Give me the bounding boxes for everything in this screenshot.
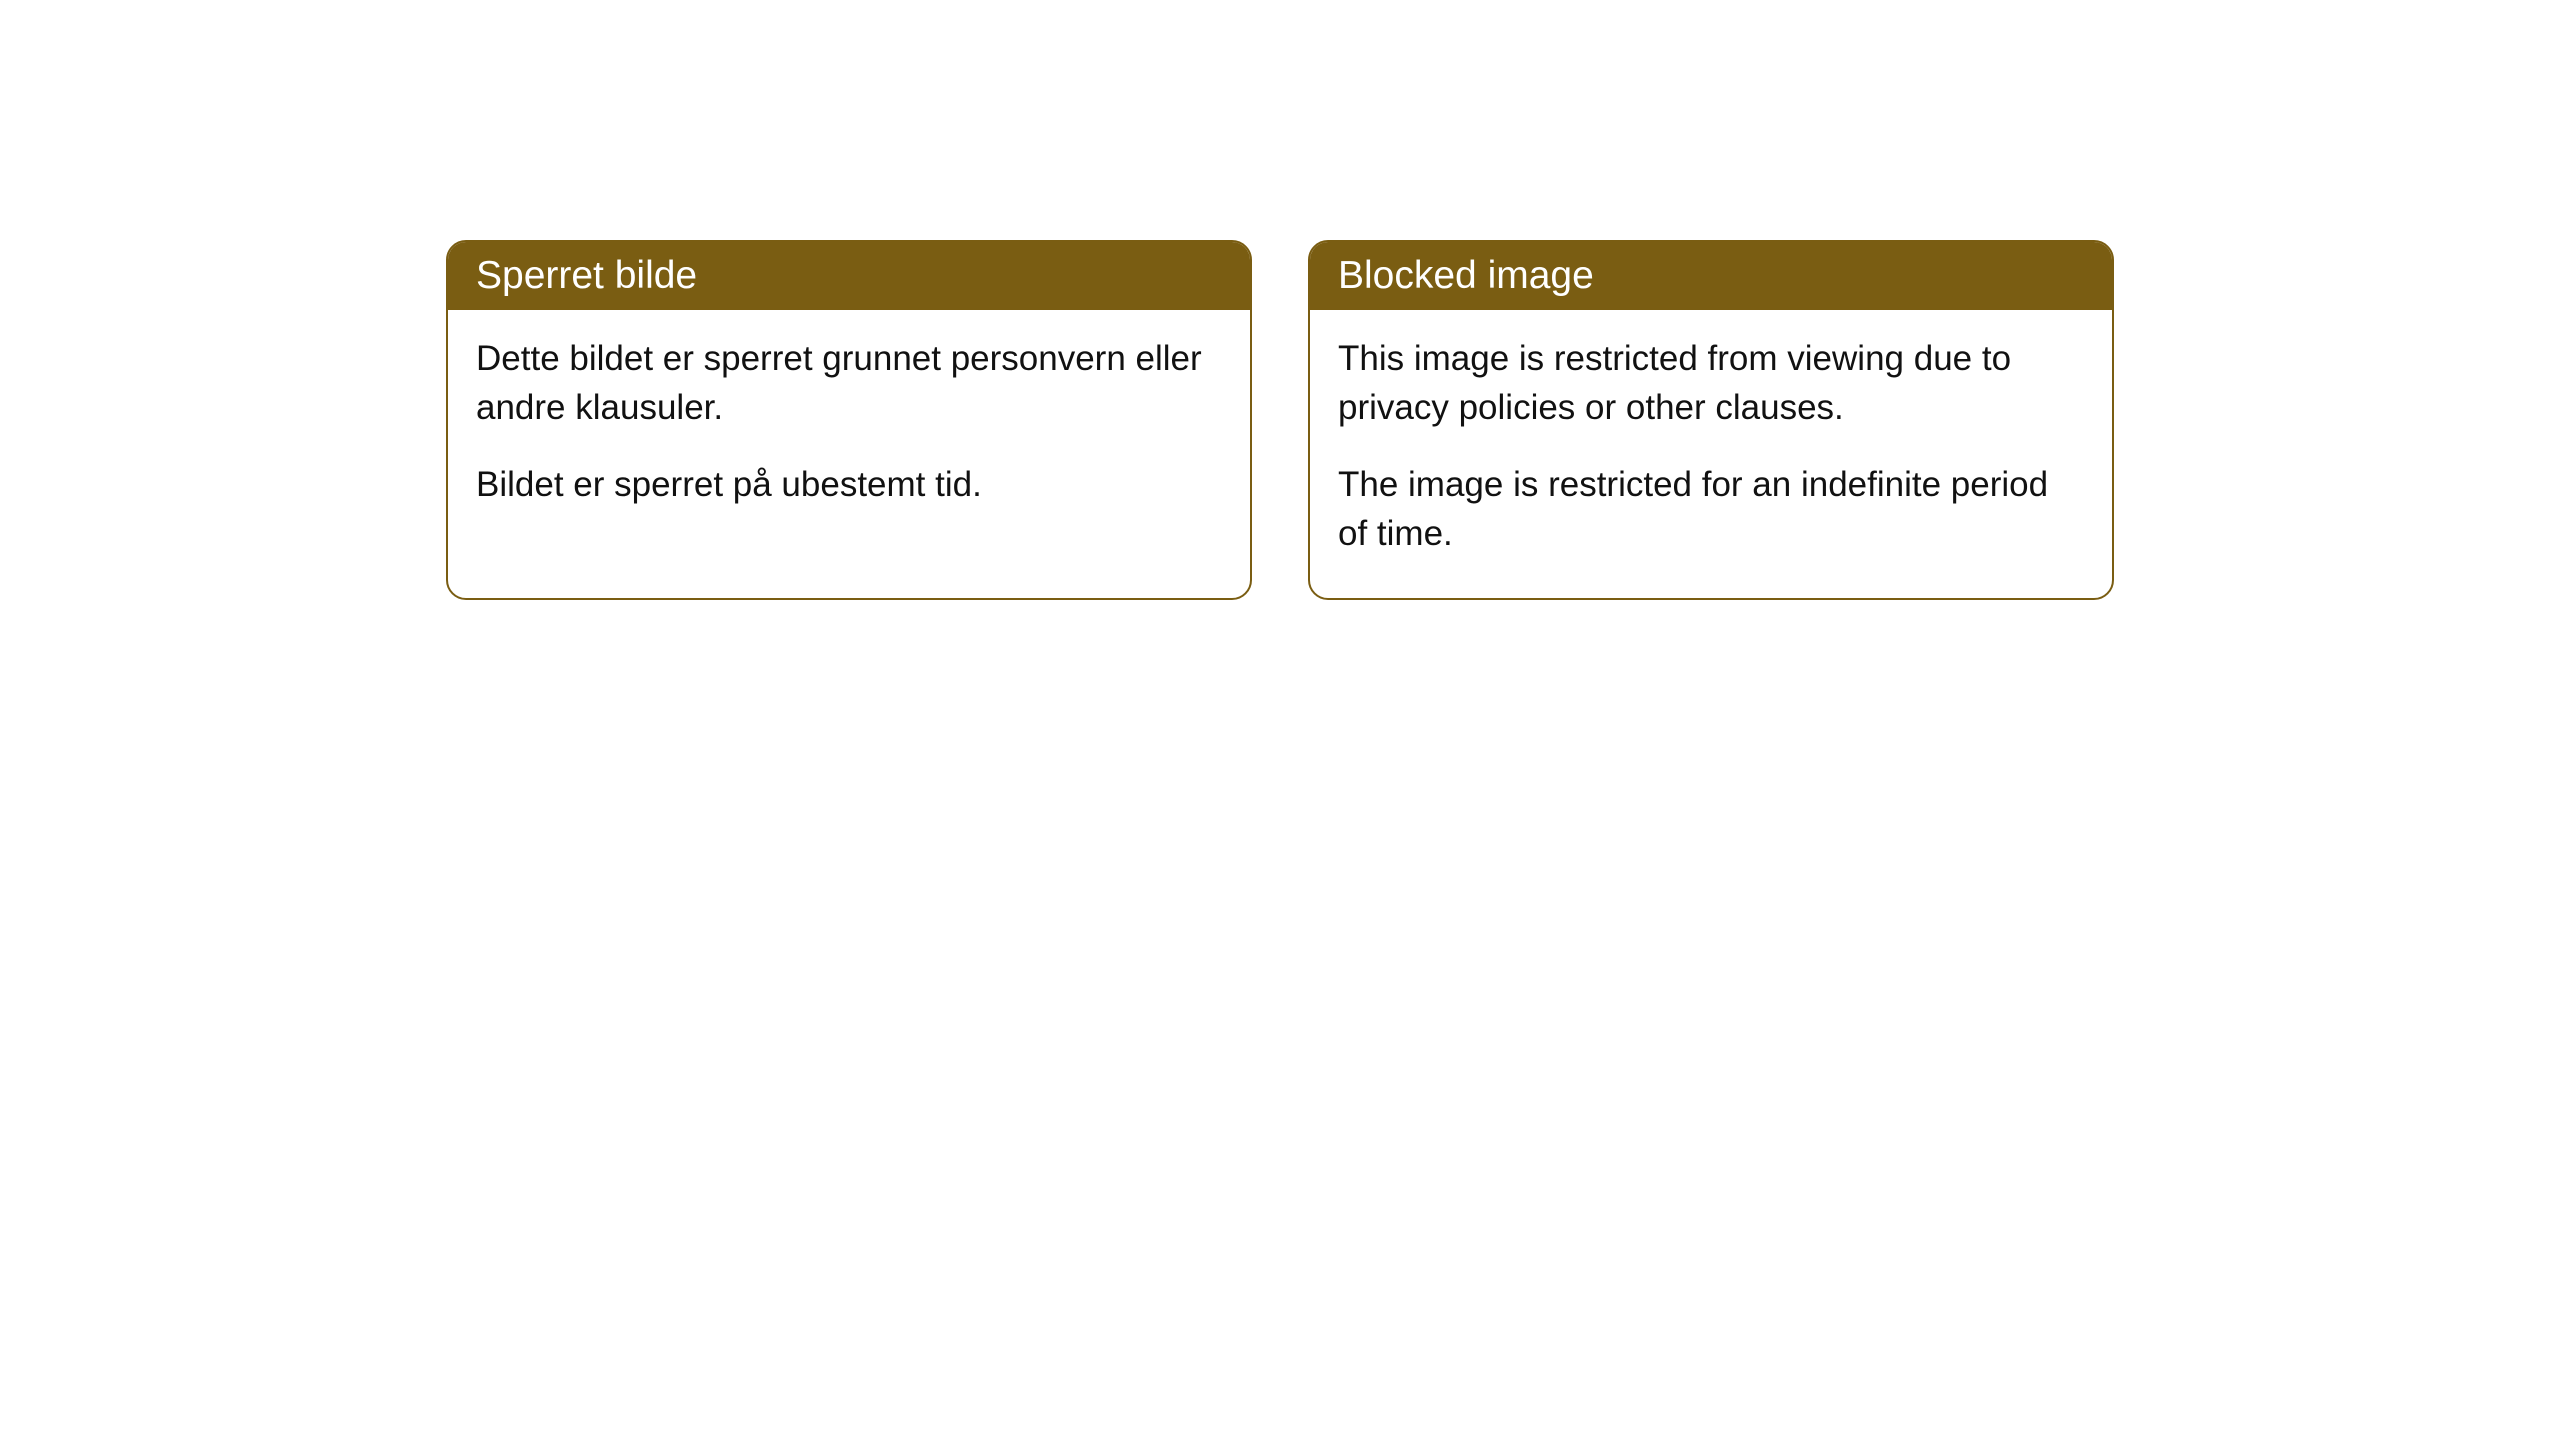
card-paragraph-1: This image is restricted from viewing du…	[1338, 334, 2084, 432]
notice-card-container: Sperret bilde Dette bildet er sperret gr…	[0, 240, 2560, 600]
card-title-norwegian: Sperret bilde	[448, 242, 1250, 310]
card-paragraph-2: The image is restricted for an indefinit…	[1338, 460, 2084, 558]
card-body-english: This image is restricted from viewing du…	[1310, 310, 2112, 598]
card-title-english: Blocked image	[1310, 242, 2112, 310]
card-paragraph-2: Bildet er sperret på ubestemt tid.	[476, 460, 1222, 509]
card-paragraph-1: Dette bildet er sperret grunnet personve…	[476, 334, 1222, 432]
card-body-norwegian: Dette bildet er sperret grunnet personve…	[448, 310, 1250, 549]
blocked-image-card-english: Blocked image This image is restricted f…	[1308, 240, 2114, 600]
blocked-image-card-norwegian: Sperret bilde Dette bildet er sperret gr…	[446, 240, 1252, 600]
